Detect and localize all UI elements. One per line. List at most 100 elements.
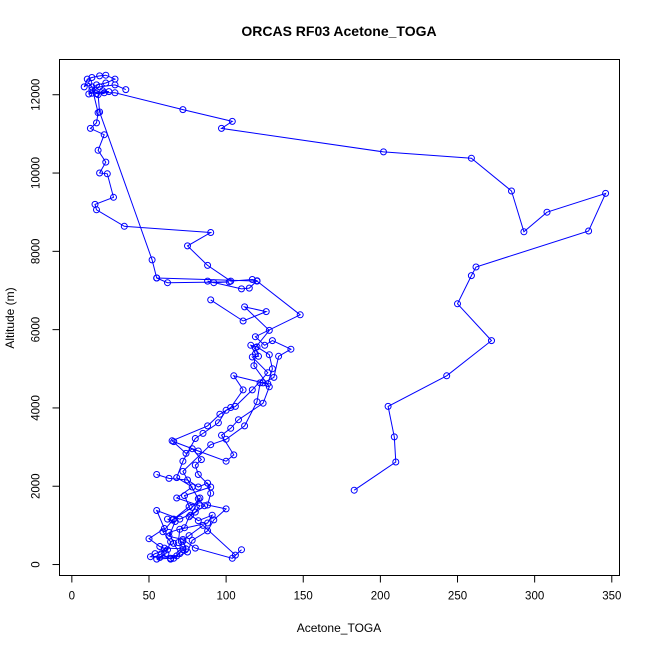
data-point — [275, 352, 283, 360]
data-point — [543, 208, 551, 216]
x-tick-label: 250 — [448, 591, 467, 603]
data-point — [88, 89, 96, 97]
data-point — [214, 419, 222, 427]
data-point — [102, 158, 110, 166]
data-point — [467, 154, 475, 162]
data-point — [270, 373, 278, 381]
data-point — [145, 535, 153, 543]
data-point — [199, 521, 207, 529]
data-point — [384, 402, 392, 410]
data-point — [262, 308, 270, 316]
x-tick-label: 50 — [143, 591, 156, 603]
data-point — [179, 457, 187, 465]
data-point — [259, 379, 267, 387]
data-point — [165, 532, 173, 540]
data-point — [248, 276, 256, 283]
data-point — [235, 416, 242, 424]
data-point — [265, 383, 273, 391]
data-point — [472, 263, 480, 271]
data-point — [390, 433, 398, 441]
data-point — [264, 369, 272, 377]
data-point — [488, 337, 495, 345]
y-tick-label: 0 — [31, 561, 43, 567]
data-point — [228, 117, 236, 125]
data-point — [191, 461, 199, 469]
data-point — [173, 552, 181, 560]
data-point — [179, 546, 187, 554]
data-point — [241, 303, 249, 311]
data-point — [153, 471, 161, 478]
data-point — [204, 261, 212, 269]
data-point — [201, 502, 208, 510]
data-point — [380, 148, 387, 156]
data-point — [250, 362, 258, 370]
x-axis-label: Acetone_TOGA — [297, 621, 382, 635]
data-point — [176, 525, 184, 533]
data-point — [230, 451, 238, 459]
y-tick-label: 8000 — [31, 239, 43, 265]
data-point — [96, 108, 104, 116]
data-point — [187, 511, 195, 519]
data-point — [160, 525, 168, 532]
data-point — [467, 272, 475, 280]
data-point — [182, 545, 190, 553]
data-point — [227, 424, 235, 432]
data-point — [222, 406, 230, 414]
plot-frame — [59, 59, 620, 576]
data-point — [173, 494, 181, 502]
data-point — [207, 229, 215, 236]
data-point — [602, 189, 610, 197]
data-point — [256, 379, 264, 387]
data-point — [102, 79, 110, 87]
data-point — [585, 227, 593, 235]
data-point — [170, 539, 178, 547]
data-point — [194, 471, 202, 478]
data-point — [122, 86, 130, 94]
x-tick-label: 300 — [525, 591, 544, 603]
data-point — [184, 476, 191, 484]
data-point — [179, 536, 187, 543]
data-point — [350, 486, 358, 494]
y-tick-label: 12000 — [31, 79, 43, 111]
data-point — [196, 502, 204, 510]
data-point — [443, 372, 451, 380]
data-point — [222, 435, 230, 443]
data-point — [207, 441, 215, 449]
data-point — [179, 467, 187, 475]
y-axis-label: Altitude (m) — [3, 287, 17, 348]
data-point — [196, 494, 204, 502]
data-point — [167, 555, 175, 563]
data-point — [225, 278, 233, 286]
data-point — [230, 372, 238, 380]
data-point — [94, 146, 102, 154]
data-point — [210, 516, 218, 524]
data-point — [86, 124, 94, 132]
data-point — [80, 83, 88, 91]
y-tick-label: 6000 — [31, 317, 43, 343]
data-point — [245, 284, 253, 292]
data-point — [120, 222, 128, 230]
y-axis: 0 2000 4000 6000 8000 10000 12000 — [31, 79, 60, 568]
data-point — [204, 501, 212, 509]
data-point — [148, 256, 156, 264]
data-point — [508, 187, 515, 195]
data-point — [454, 300, 461, 308]
data-point — [253, 277, 261, 285]
x-tick-label: 100 — [217, 591, 236, 603]
data-point — [94, 91, 102, 99]
data-point — [241, 422, 249, 430]
x-tick-label: 200 — [371, 591, 390, 603]
data-point — [261, 341, 269, 349]
data-point — [265, 351, 273, 359]
data-point — [110, 193, 117, 201]
data-point — [179, 106, 187, 114]
data-point — [100, 131, 108, 139]
data-point — [93, 206, 100, 214]
data-point — [238, 285, 245, 293]
data-point — [287, 345, 295, 353]
data-point — [197, 456, 205, 464]
data-point — [392, 458, 400, 466]
data-point — [156, 543, 164, 550]
data-point — [199, 429, 207, 437]
